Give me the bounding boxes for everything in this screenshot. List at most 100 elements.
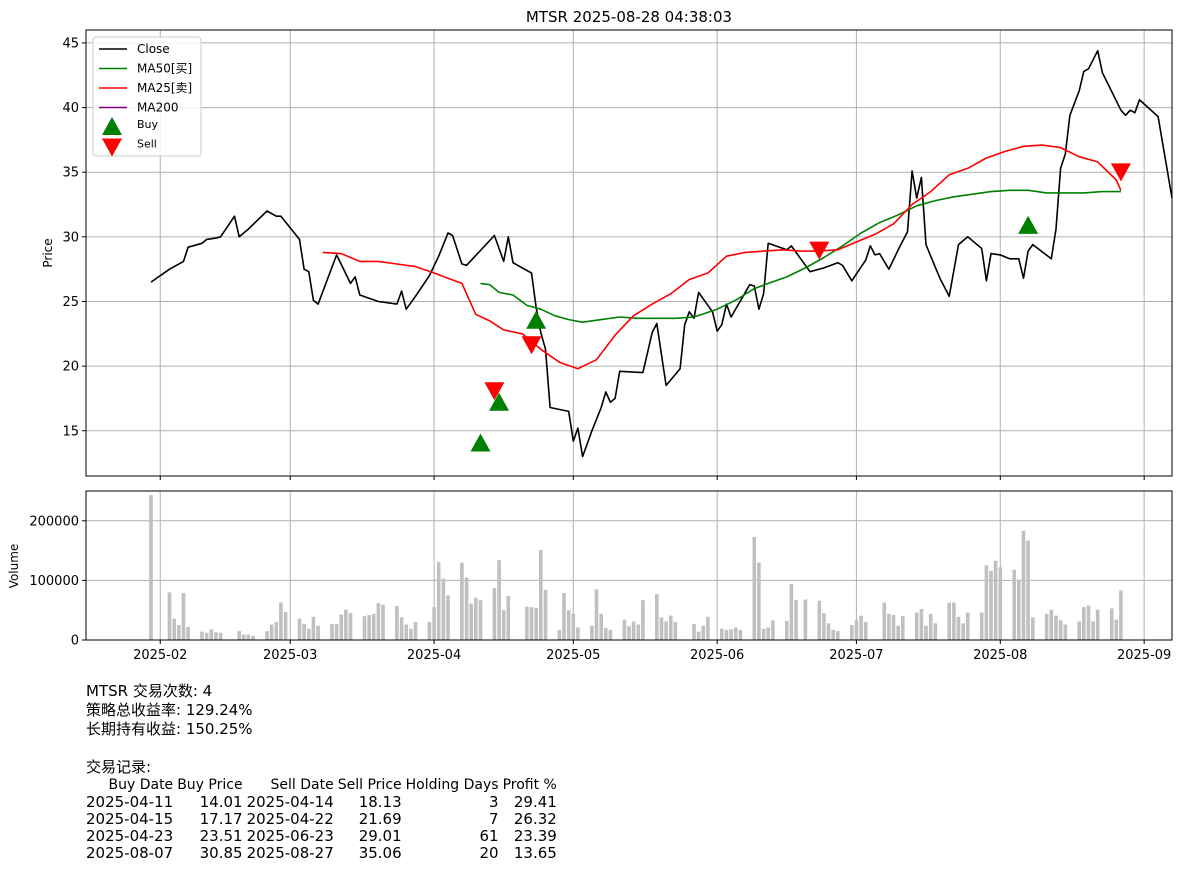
volume-bar (826, 623, 831, 640)
volume-axes-frame (85, 490, 1173, 641)
volume-bar (562, 592, 566, 640)
volume-bar (427, 622, 432, 640)
trade-records-table: Buy Date Buy Price Sell Date Sell Price Hold… (86, 777, 561, 862)
volume-bar (460, 562, 464, 640)
price-y-tick-label: 20 (62, 360, 79, 375)
table-header-cell: Sell Price (337, 777, 402, 793)
legend-label: MA25[卖] (137, 81, 192, 95)
volume-bar (863, 622, 868, 640)
volume-bar (664, 621, 668, 640)
volume-bar (891, 615, 896, 640)
volume-bar (590, 625, 594, 640)
volume-bar (979, 612, 984, 640)
volume-bar (492, 588, 497, 640)
volume-bar (836, 631, 840, 640)
volume-bar (279, 602, 283, 640)
volume-bar (441, 578, 446, 640)
volume-bar (501, 610, 506, 640)
volume-bar (474, 597, 478, 640)
strategy-return: 策略总收益率: 129.24% (86, 701, 253, 719)
volume-bar (627, 626, 631, 640)
table-cell: 2025-04-22 (246, 810, 334, 828)
volume-bar (850, 625, 854, 640)
volume-bar (1031, 617, 1035, 640)
table-header-cell: Sell Date (270, 777, 334, 793)
volume-bar (204, 632, 209, 640)
volume-bar (989, 570, 993, 640)
volume-bar (785, 620, 789, 640)
volume-bar (344, 609, 348, 640)
price-y-tick-label: 40 (62, 101, 79, 116)
sell-marker (809, 241, 830, 260)
table-row: 2025-04-23 23.51 2025-06-23 29.01 61 23.39 (86, 828, 561, 845)
volume-bar (724, 629, 729, 640)
volume-bar (237, 631, 241, 640)
trade-count: MTSR 交易次数: 4 (86, 682, 213, 700)
volume-bar (608, 629, 613, 640)
volume-bar (566, 610, 571, 640)
volume-bar (771, 620, 775, 640)
table-cell: 2025-06-23 (246, 827, 334, 845)
price-y-tick-label: 30 (62, 230, 79, 245)
buy-marker (1018, 215, 1039, 234)
volume-x-ticks: 2025-02 2025-03 2025-04 2025-05 2025-06 2025-… (133, 640, 1171, 663)
volume-bar (752, 536, 757, 640)
table-row: 2025-04-11 14.01 2025-04-14 18.13 3 29.41 (86, 794, 561, 811)
volume-bar (557, 629, 562, 640)
volume-bar (404, 624, 408, 640)
volume-bar (803, 599, 808, 640)
volume-bar (413, 622, 418, 640)
volume-bar (952, 602, 956, 640)
volume-bar (1114, 619, 1119, 640)
volume-bar (859, 615, 863, 640)
volume-bar (599, 613, 603, 640)
volume-bar (761, 628, 766, 640)
volume-bar (209, 629, 214, 640)
table-cell: 14.01 (199, 793, 243, 811)
backtest-summary: MTSR 交易次数: 4 策略总收益率: 129.24% 长期持有收益: 150… (86, 682, 561, 862)
volume-bar (822, 613, 826, 640)
series-line-ma25 (322, 144, 1122, 370)
table-cell: 29.41 (513, 793, 557, 811)
table-cell: 3 (489, 793, 499, 811)
volume-bar (594, 589, 599, 640)
volume-bar (432, 607, 436, 640)
volume-bar (636, 624, 641, 640)
volume-bar (831, 629, 835, 640)
volume-bar (604, 628, 608, 640)
chart-title: MTSR 2025-08-28 04:38:03 (526, 8, 732, 26)
volume-bar (984, 565, 989, 640)
x-tick-label: 2025-08 (973, 648, 1027, 663)
volume-bar (218, 632, 223, 640)
volume-bar (817, 600, 822, 640)
volume-bar (576, 627, 580, 640)
volume-bar (1021, 530, 1026, 640)
legend: Close MA50[买] MA25[卖] MA200 Buy Sell (92, 36, 202, 157)
table-cell: 26.32 (513, 810, 557, 828)
table-cell: 2025-08-07 (86, 844, 174, 862)
sell-marker (484, 382, 505, 401)
table-cell: 23.51 (199, 827, 243, 845)
volume-bar (738, 629, 743, 640)
volume-bar (464, 577, 469, 640)
series-line-close (150, 49, 1173, 458)
volume-bar (901, 616, 905, 640)
volume-ylabel: Volume (7, 544, 21, 589)
table-row: 2025-04-15 17.17 2025-04-22 21.69 7 26.32 (86, 811, 561, 828)
price-y-tick-label: 35 (62, 166, 79, 181)
volume-bar (311, 616, 316, 640)
table-cell: 23.39 (513, 827, 557, 845)
volume-bar (478, 600, 483, 640)
table-cell: 7 (489, 810, 499, 828)
volume-bar (362, 616, 367, 640)
volume-bar (1109, 608, 1114, 640)
volume-bar (283, 612, 288, 640)
volume-bar (269, 624, 274, 640)
buy-hold-return: 长期持有收益: 150.25% (86, 720, 253, 738)
table-cell: 2025-08-27 (246, 844, 334, 862)
volume-bars (149, 495, 1123, 640)
chart-figure: MTSR 2025-08-28 04:38:03 15 20 25 30 35 40 45 … (7, 8, 1173, 663)
volume-bar (376, 603, 381, 640)
table-cell: 35.06 (358, 844, 402, 862)
volume-y-tick-label: 100000 (29, 574, 79, 589)
